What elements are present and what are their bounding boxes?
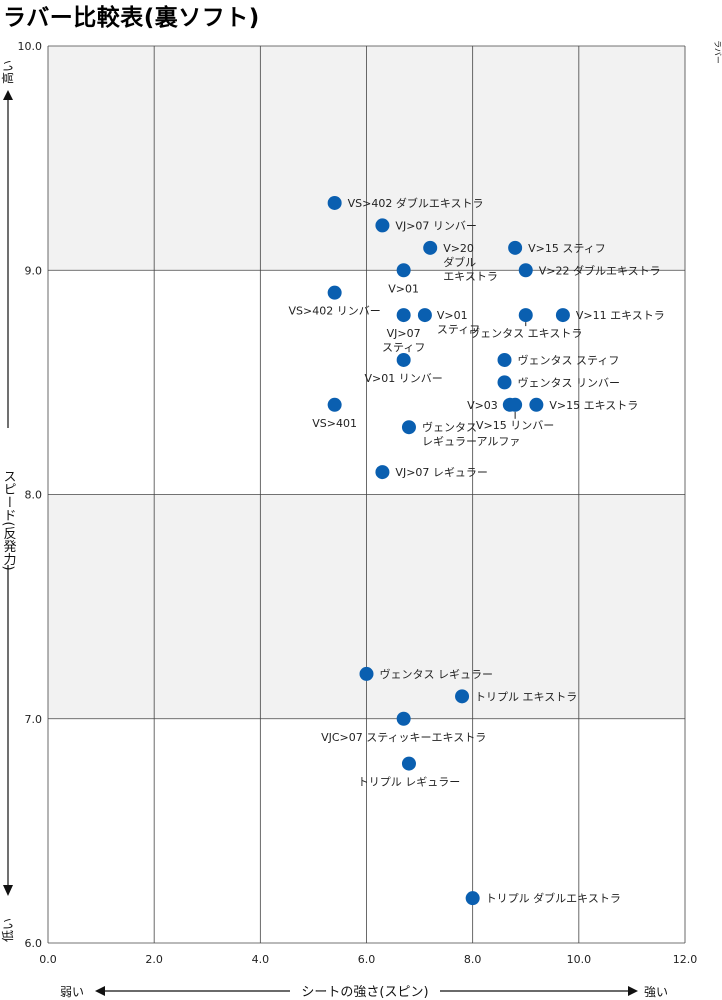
data-point	[396, 711, 411, 726]
x-tick-label: 10.0	[567, 953, 592, 966]
data-point	[401, 756, 416, 771]
y-tick-label: 10.0	[18, 40, 43, 53]
data-point	[327, 195, 342, 210]
data-point-label: V>01	[388, 282, 419, 295]
data-point	[327, 397, 342, 412]
data-points: VS>402 ダブルエキストラ VJ>07 リンバー V>20 ダブルエキストラ V>1…	[289, 195, 665, 906]
data-point-label: ヴェンタス リンバー	[518, 375, 621, 389]
data-point	[375, 218, 390, 233]
data-point-label: ヴェンタス レギュラー	[380, 667, 494, 681]
y-axis-arrow-up-icon	[3, 90, 13, 100]
data-point	[529, 397, 544, 412]
x-axis-arrow-right-icon	[628, 986, 638, 996]
data-point	[518, 263, 533, 278]
x-axis-label: シートの強さ(スピン)	[301, 985, 428, 1000]
x-axis-guide: 弱い シートの強さ(スピン) 強い	[60, 985, 668, 1000]
data-point	[327, 285, 342, 300]
y-tick-label: 9.0	[25, 264, 43, 277]
data-point-label: V>03	[467, 399, 498, 412]
data-point-label: V>01 スティフ	[437, 309, 480, 336]
data-point	[396, 263, 411, 278]
y-axis-arrow-down-icon	[3, 885, 13, 896]
y-tick-labels: 6.0 7.0 8.0 9.0 10.0	[18, 40, 43, 950]
x-tick-label: 0.0	[39, 953, 57, 966]
y-axis-low-label: 低い	[1, 918, 15, 942]
x-axis-arrow-left-icon	[95, 986, 105, 996]
gridlines	[47, 45, 686, 944]
data-point-label: V>11 エキストラ	[576, 309, 665, 322]
data-point-label: V>15 リンバー	[476, 419, 554, 432]
data-point	[555, 308, 570, 323]
x-tick-labels: 0.0 2.0 4.0 6.0 8.0 10.0 12.0	[39, 953, 697, 966]
data-point-label: トリプル ダブルエキストラ	[486, 891, 621, 905]
data-point-label: トリプル エキストラ	[475, 690, 577, 703]
data-point	[359, 666, 374, 681]
y-tick-label: 7.0	[25, 713, 43, 726]
data-point	[508, 240, 523, 255]
data-point	[508, 397, 523, 412]
data-point-label: VS>401	[312, 417, 357, 430]
data-point-label: VJC>07 スティッキーエキストラ	[321, 731, 486, 744]
x-tick-label: 8.0	[464, 953, 482, 966]
data-point	[497, 352, 512, 367]
data-point	[465, 891, 480, 906]
data-point	[497, 375, 512, 390]
data-point-label: V>15 スティフ	[528, 242, 606, 255]
data-point	[417, 308, 432, 323]
data-point-label: V>22 ダブルエキストラ	[539, 263, 661, 277]
x-axis-high-label: 強い	[644, 985, 668, 999]
data-point-label: VJ>07 スティフ	[382, 327, 425, 354]
y-tick-label: 6.0	[25, 937, 43, 950]
data-point	[401, 420, 416, 435]
y-tick-label: 8.0	[25, 489, 43, 502]
data-point-label: トリプル レギュラー	[358, 776, 461, 789]
data-point-label: VS>402 リンバー	[289, 305, 381, 318]
data-point	[396, 352, 411, 367]
legend-label: ラバー	[713, 40, 722, 64]
data-point-label: ヴェンタスレギュラーアルファ	[422, 420, 520, 448]
x-tick-label: 2.0	[145, 953, 163, 966]
data-point-label: VS>402 ダブルエキストラ	[348, 196, 484, 210]
data-point-label: V>15 エキストラ	[549, 399, 638, 412]
data-point	[518, 308, 533, 323]
data-point	[396, 308, 411, 323]
data-point-label: VJ>07 リンバー	[395, 219, 476, 232]
y-axis-high-label: 高い	[0, 60, 15, 84]
data-point-label: V>20 ダブルエキストラ	[443, 242, 498, 283]
data-point	[423, 240, 438, 255]
data-point-label: ヴェンタス エキストラ	[469, 326, 582, 340]
data-point	[375, 465, 390, 480]
y-axis-label: スピード(反発力)	[1, 469, 17, 570]
x-tick-label: 6.0	[358, 953, 376, 966]
y-axis-guide: 高い スピード(反発力) 低い	[0, 60, 16, 942]
x-tick-label: 4.0	[252, 953, 270, 966]
data-point-label: V>01 リンバー	[365, 372, 443, 385]
x-axis-low-label: 弱い	[60, 985, 84, 999]
data-point	[455, 689, 470, 704]
data-point-label: VJ>07 レギュラー	[395, 466, 487, 479]
data-point-label: ヴェンタス スティフ	[518, 353, 620, 367]
chart-title: ラバー比較表(裏ソフト)	[3, 4, 260, 31]
x-tick-label: 12.0	[673, 953, 698, 966]
